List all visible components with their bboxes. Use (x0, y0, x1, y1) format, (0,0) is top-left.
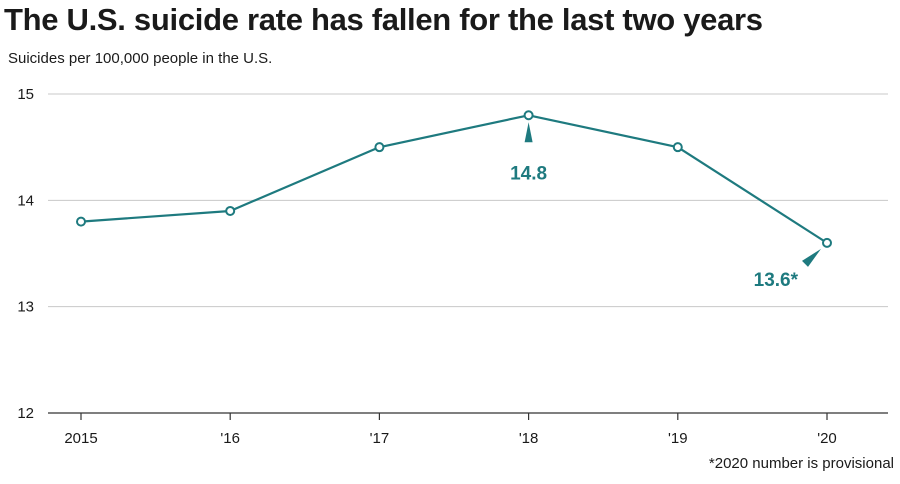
x-tick-label: 2015 (64, 430, 97, 447)
data-point (76, 216, 86, 227)
data-point (374, 142, 385, 153)
y-tick-label: 15 (17, 86, 34, 103)
x-tick-label: '17 (370, 430, 390, 447)
y-axis-label: Suicides per 100,000 people in the U.S. (8, 50, 273, 67)
x-tick-label: '18 (519, 430, 539, 447)
y-tick-label: 12 (17, 405, 34, 422)
x-tick-label: '20 (817, 430, 837, 447)
data-label: 13.6* (754, 270, 799, 291)
x-tick-label: '19 (668, 430, 688, 447)
y-tick-label: 13 (17, 299, 34, 316)
data-point (822, 237, 832, 248)
data-point (225, 205, 236, 216)
x-tick-label: '16 (220, 430, 240, 447)
callout-pointer (802, 248, 821, 267)
data-point (672, 142, 683, 153)
series-line (80, 114, 828, 244)
y-tick-label: 14 (17, 192, 34, 209)
callout-pointer (524, 122, 533, 143)
data-label: 14.8 (510, 163, 547, 184)
footnote: *2020 number is provisional (708, 455, 894, 472)
chart-title: The U.S. suicide rate has fallen for the… (4, 2, 763, 37)
data-point (523, 110, 534, 121)
